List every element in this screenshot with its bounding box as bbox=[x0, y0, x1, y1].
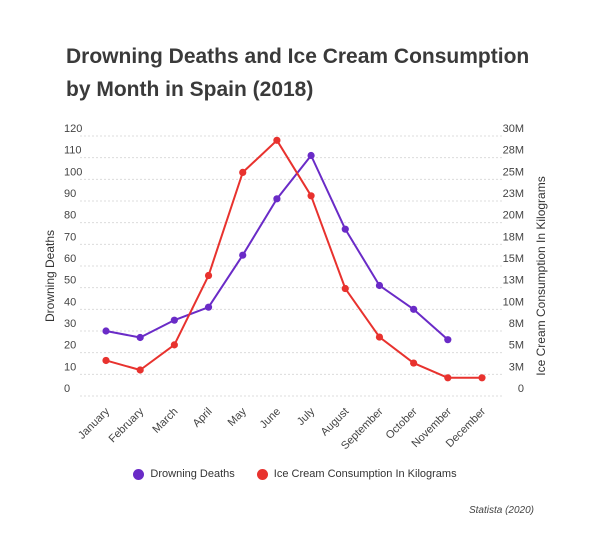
right-tick-label: 20M bbox=[503, 210, 524, 222]
chart-title: Drowning Deaths and Ice Cream Consumptio… bbox=[66, 45, 530, 101]
left-tick-label: 120 bbox=[64, 123, 82, 135]
left-axis-ticks: 0 10 20 30 40 50 60 70 80 90 100 110 120 bbox=[64, 123, 82, 395]
ice-cream-point bbox=[239, 168, 247, 176]
left-axis-title: Drowning Deaths bbox=[43, 230, 57, 322]
ice-cream-point bbox=[307, 192, 315, 200]
right-tick-label: 15M bbox=[503, 253, 524, 265]
right-axis-ticks: 0 3M 5M 8M 10M 13M 15M 18M 20M 23M 25M 28M 30M bbox=[503, 123, 524, 395]
drowning-deaths-point bbox=[307, 151, 315, 160]
ice-cream-point bbox=[410, 359, 418, 367]
series-layer bbox=[102, 136, 486, 382]
ice-cream-point bbox=[478, 374, 486, 382]
left-tick-label: 30 bbox=[64, 318, 76, 330]
right-tick-label: 8M bbox=[509, 318, 524, 330]
left-tick-label: 40 bbox=[64, 296, 76, 308]
right-axis-title: Ice Cream Consumption In Kilograms bbox=[534, 176, 548, 375]
x-tick-label: March bbox=[150, 406, 180, 436]
source-credit: Statista (2020) bbox=[468, 505, 534, 516]
legend-label-ice-cream: Ice Cream Consumption In Kilograms bbox=[273, 468, 457, 480]
left-tick-label: 0 bbox=[64, 383, 70, 395]
ice-cream-point bbox=[341, 284, 349, 293]
left-tick-label: 80 bbox=[64, 210, 76, 222]
drowning-deaths-line bbox=[105, 154, 449, 341]
ice-cream-point bbox=[170, 341, 178, 349]
left-tick-label: 20 bbox=[64, 340, 76, 352]
left-tick-label: 10 bbox=[64, 361, 76, 373]
drowning-deaths-point bbox=[410, 305, 418, 313]
legend-label-drowning: Drowning Deaths bbox=[150, 468, 235, 480]
right-tick-label: 13M bbox=[503, 275, 524, 287]
drowning-deaths-point bbox=[444, 336, 452, 344]
drowning-deaths-point bbox=[273, 195, 281, 203]
x-tick-label: April bbox=[191, 406, 215, 430]
grid-lines bbox=[80, 135, 503, 397]
x-tick-label: February bbox=[107, 405, 147, 445]
left-tick-label: 110 bbox=[64, 145, 82, 157]
left-tick-label: 50 bbox=[64, 275, 76, 287]
x-tick-label: July bbox=[295, 405, 318, 428]
left-tick-label: 60 bbox=[64, 253, 76, 265]
legend-item-drowning[interactable]: Drowning Deaths bbox=[133, 468, 235, 480]
drowning-deaths-point bbox=[239, 251, 247, 259]
right-tick-label: 18M bbox=[503, 231, 524, 243]
right-tick-label: 30M bbox=[503, 123, 524, 135]
legend-marker-ice-cream bbox=[256, 468, 268, 480]
right-tick-label: 23M bbox=[503, 188, 524, 200]
x-tick-label: June bbox=[258, 406, 283, 431]
right-tick-label: 0 bbox=[518, 383, 524, 395]
drowning-deaths-point bbox=[204, 303, 213, 311]
ice-cream-point bbox=[102, 356, 110, 365]
x-tick-label: August bbox=[319, 406, 352, 439]
legend-marker-drowning bbox=[133, 468, 145, 480]
left-tick-label: 100 bbox=[64, 166, 82, 178]
drowning-deaths-point bbox=[341, 225, 349, 233]
drowning-deaths-point bbox=[375, 281, 384, 290]
ice-cream-point bbox=[444, 374, 452, 382]
legend-item-ice-cream[interactable]: Ice Cream Consumption In Kilograms bbox=[256, 468, 457, 480]
ice-cream-point bbox=[375, 333, 384, 341]
ice-cream-line bbox=[105, 139, 482, 379]
ice-cream-point bbox=[273, 136, 281, 144]
right-tick-label: 5M bbox=[509, 340, 524, 352]
legend: Drowning Deaths Ice Cream Consumption In… bbox=[0, 468, 590, 480]
ice-cream-point bbox=[136, 366, 144, 374]
drowning-deaths-point bbox=[102, 327, 110, 335]
left-tick-label: 90 bbox=[64, 188, 76, 200]
right-tick-label: 3M bbox=[509, 361, 524, 373]
left-tick-label: 70 bbox=[64, 231, 76, 243]
right-tick-label: 28M bbox=[503, 145, 524, 157]
ice-cream-point bbox=[204, 271, 213, 280]
x-tick-label: May bbox=[226, 405, 250, 429]
drowning-deaths-point bbox=[136, 333, 144, 342]
right-tick-label: 10M bbox=[503, 296, 524, 308]
drowning-deaths-point bbox=[170, 316, 178, 324]
right-tick-label: 25M bbox=[503, 166, 524, 178]
